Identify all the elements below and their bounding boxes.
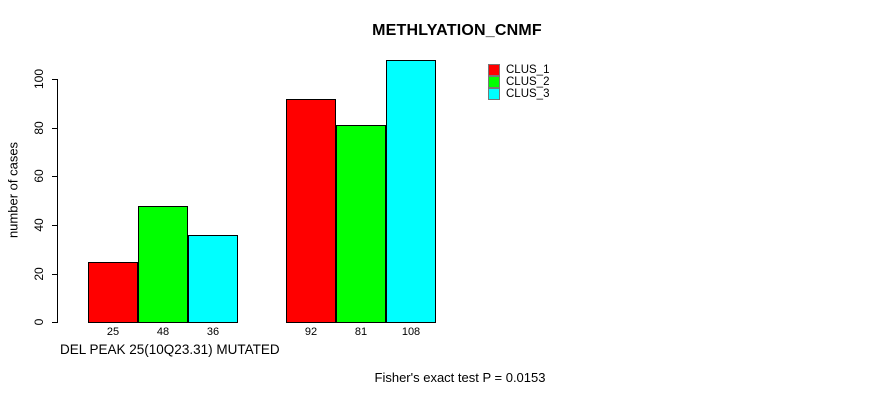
legend-label: CLUS_2 [506, 76, 550, 88]
bar-clus_2-group2 [336, 125, 386, 324]
y-axis-tick-label: 100 [32, 69, 46, 90]
y-axis-tick [52, 273, 57, 275]
legend-label: CLUS_1 [506, 64, 550, 76]
y-axis-label: number of cases [5, 141, 21, 239]
y-axis-tick-label: 0 [32, 319, 46, 326]
bar-value-label: 108 [401, 326, 421, 339]
bar-clus_3-group2 [386, 59, 436, 324]
y-axis-tick [52, 79, 57, 81]
legend-swatch-icon [488, 64, 500, 76]
legend-item-clus_1: CLUS_1 [488, 64, 549, 76]
bar-value-label: 48 [156, 326, 170, 339]
bar-clus_1-group2 [286, 98, 336, 324]
bar-value-label: 25 [106, 326, 120, 339]
y-axis-tick [52, 127, 57, 129]
bar-clus_2-group1 [138, 205, 188, 324]
bar-value-label: 92 [304, 326, 318, 339]
y-axis-tick-label: 40 [32, 218, 46, 232]
bar-value-label: 81 [354, 326, 368, 339]
y-axis-tick [52, 176, 57, 178]
fisher-test-footnote: Fisher's exact test P = 0.0153 [374, 370, 546, 385]
y-axis-tick [52, 225, 57, 227]
legend-item-clus_2: CLUS_2 [488, 76, 549, 88]
y-axis-line [57, 79, 58, 324]
y-axis-tick [52, 322, 57, 324]
legend-label: CLUS_3 [506, 88, 550, 100]
legend-swatch-icon [488, 88, 500, 100]
legend-item-clus_3: CLUS_3 [488, 88, 549, 100]
x-axis-label: DEL PEAK 25(10Q23.31) MUTATED [60, 342, 280, 357]
y-axis-tick-label: 20 [32, 267, 46, 281]
bar-clus_3-group1 [188, 234, 238, 324]
bar-clus_1-group1 [88, 261, 138, 324]
y-axis-tick-label: 80 [32, 121, 46, 135]
legend: CLUS_1 CLUS_2 CLUS_3 [488, 64, 549, 100]
legend-swatch-icon [488, 76, 500, 88]
y-axis-tick-label: 60 [32, 169, 46, 184]
chart-title: METHLYATION_CNMF [372, 22, 542, 39]
bar-value-label: 36 [206, 326, 220, 339]
